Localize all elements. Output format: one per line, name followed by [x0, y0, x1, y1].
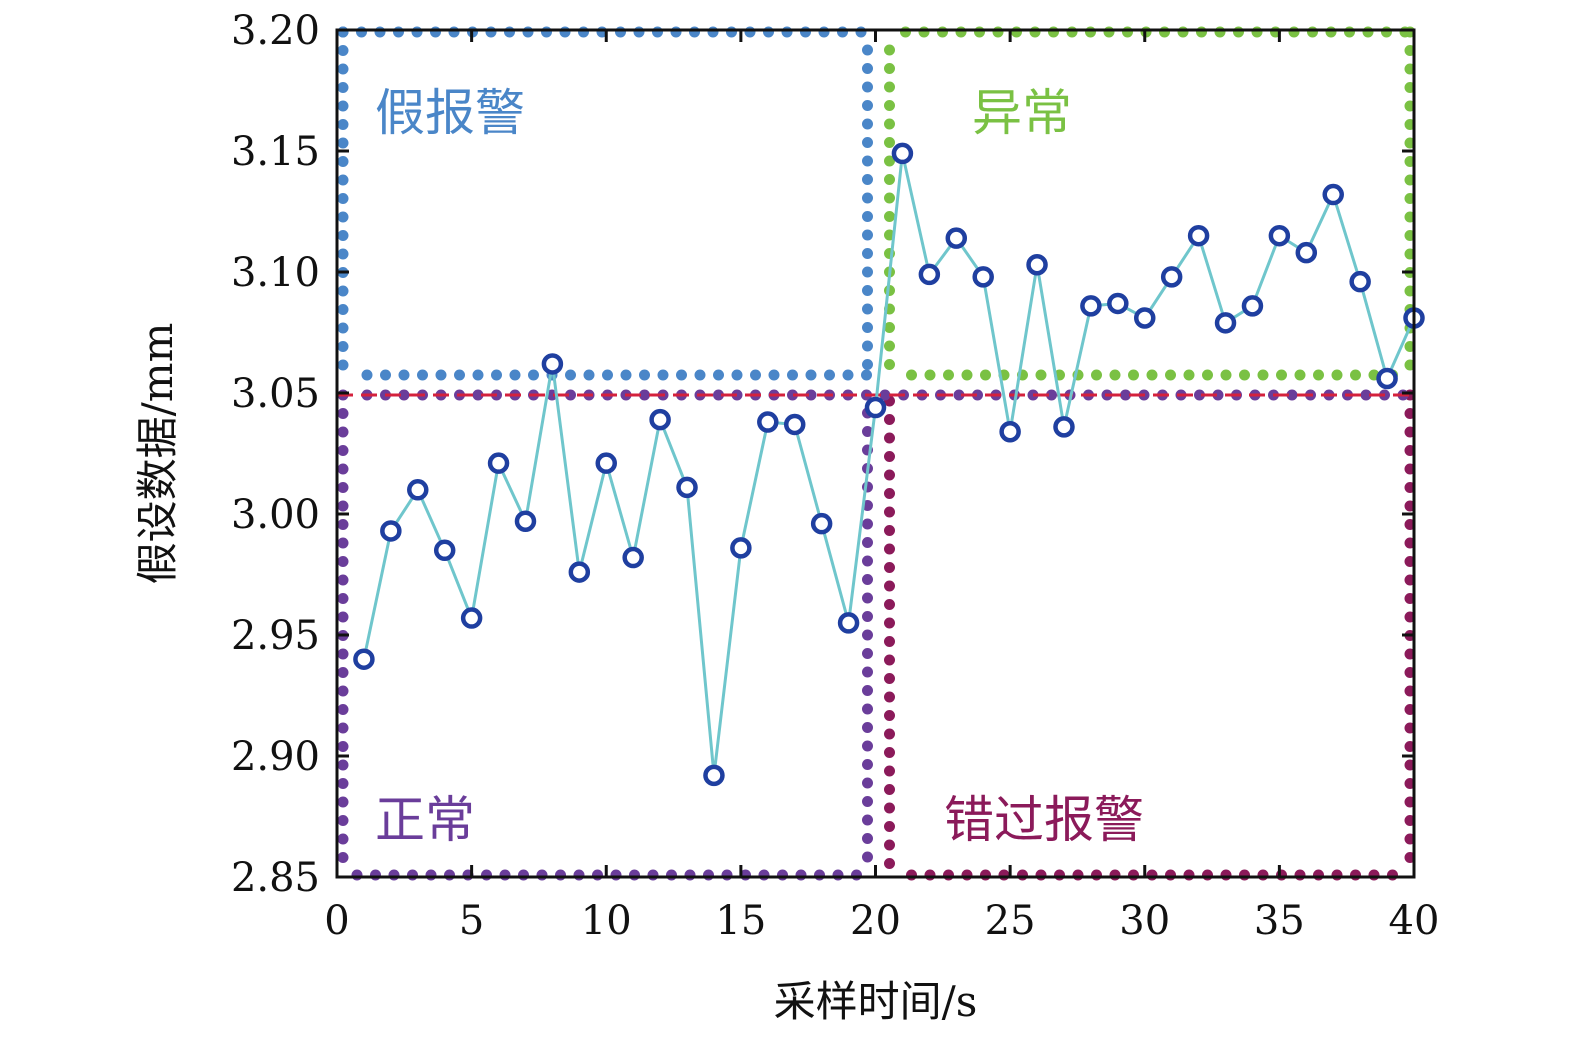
- data-series: [353, 142, 1425, 787]
- data-point: [353, 648, 375, 670]
- data-point: [1134, 307, 1156, 329]
- data-point: [595, 452, 617, 474]
- y-tick-label: 3.10: [231, 250, 320, 296]
- x-tick-label: 10: [581, 898, 632, 944]
- data-point: [676, 476, 698, 499]
- false-alarm-label: 假报警: [375, 84, 525, 142]
- data-point: [703, 764, 725, 787]
- data-point: [1053, 416, 1075, 438]
- x-tick-label: 40: [1389, 898, 1440, 944]
- x-tick-label: 30: [1119, 898, 1170, 944]
- data-point: [1026, 253, 1048, 276]
- data-point: [891, 142, 914, 165]
- data-point: [730, 537, 752, 559]
- series-line: [362, 153, 1416, 776]
- data-point: [1376, 367, 1398, 390]
- data-point: [837, 612, 860, 634]
- data-point: [568, 561, 591, 583]
- y-tick-label: 2.90: [231, 734, 320, 780]
- data-point: [864, 396, 887, 419]
- data-point: [1107, 292, 1129, 315]
- data-point: [1295, 241, 1318, 264]
- data-point: [1349, 270, 1371, 293]
- data-point: [514, 510, 537, 533]
- data-point: [541, 353, 564, 375]
- data-point: [380, 520, 402, 542]
- data-point: [810, 512, 833, 535]
- data-point: [945, 227, 968, 249]
- data-point: [999, 420, 1021, 443]
- y-axis-title: 假设数据/mm: [133, 323, 182, 585]
- data-point: [918, 263, 941, 286]
- x-tick-label: 25: [985, 898, 1036, 944]
- data-point: [1241, 295, 1264, 317]
- missed-alarm-label: 错过报警: [944, 791, 1144, 849]
- data-point: [407, 479, 429, 501]
- data-point: [1160, 266, 1183, 288]
- y-tick-label: 3.00: [231, 492, 320, 538]
- y-tick-label: 2.95: [231, 613, 320, 659]
- x-tick-label: 35: [1254, 898, 1305, 944]
- anomaly-label: 异常: [972, 84, 1072, 142]
- x-axis-title: 采样时间/s: [774, 977, 978, 1026]
- data-point: [972, 266, 994, 288]
- y-tick-label: 3.15: [231, 129, 320, 175]
- data-point: [1214, 312, 1237, 334]
- data-point: [622, 546, 644, 569]
- data-point: [649, 408, 671, 431]
- data-point: [433, 539, 456, 562]
- y-tick-label: 2.85: [231, 855, 320, 901]
- data-point: [1187, 224, 1210, 247]
- data-point: [757, 411, 779, 433]
- data-point: [1080, 295, 1102, 317]
- data-point: [1322, 183, 1344, 206]
- x-tick-label: 0: [324, 898, 349, 944]
- normal-label: 正常: [375, 791, 475, 849]
- axis-ticks: 0 5 10 15 20 25 30 35 40 2.85 2.90 2.95 3.00 3.05 3.10…: [231, 8, 1440, 944]
- data-point: [1268, 224, 1291, 247]
- data-point: [783, 413, 806, 436]
- data-point: [487, 452, 510, 474]
- x-tick-label: 5: [459, 898, 484, 944]
- x-tick-label: 20: [850, 898, 901, 944]
- y-tick-label: 3.05: [231, 371, 320, 417]
- x-tick-label: 15: [715, 898, 766, 944]
- y-tick-label: 3.20: [231, 8, 320, 54]
- data-point: [460, 607, 483, 629]
